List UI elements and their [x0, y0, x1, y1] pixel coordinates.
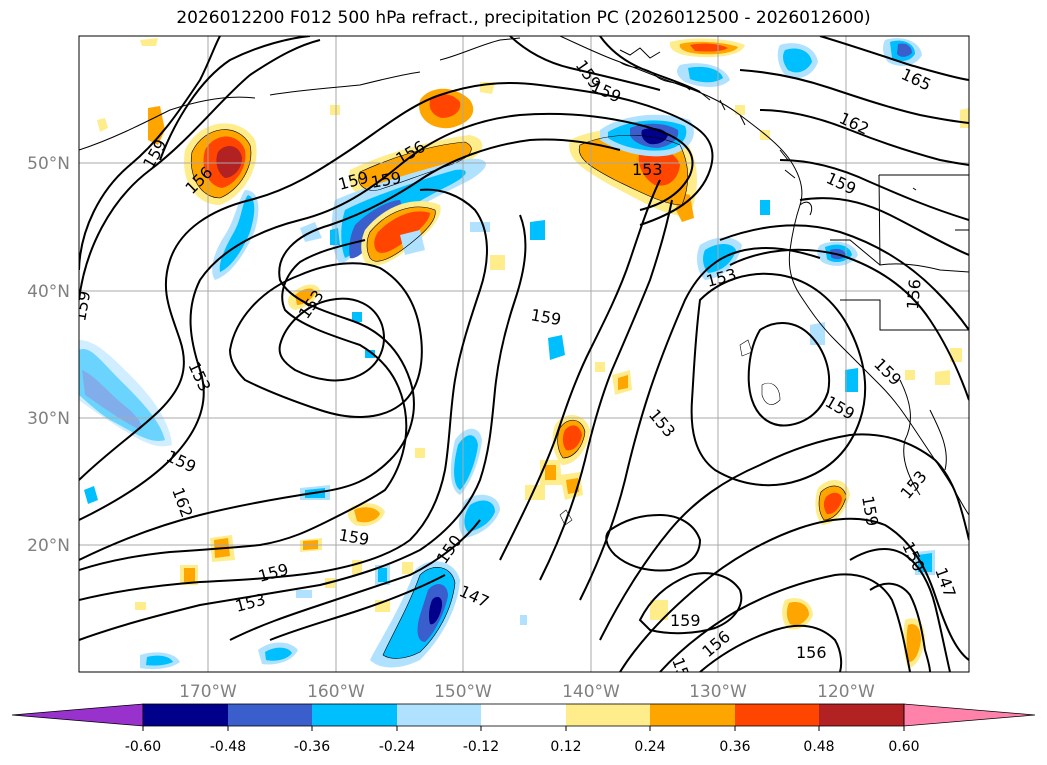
colorbar-segment [735, 704, 819, 726]
colorbar-segment [397, 704, 481, 726]
colorbar: -0.60 -0.48 -0.36 -0.24 -0.12 0.12 0.24 … [11, 703, 1036, 755]
colorbar-tick-label: -0.48 [210, 739, 246, 755]
coastlines [79, 36, 969, 516]
colorbar-segment [481, 704, 566, 726]
contour-label: 15 [668, 655, 693, 681]
lat-label: 30°N [27, 409, 70, 429]
lat-label: 20°N [27, 536, 70, 556]
lat-label: 40°N [27, 282, 70, 302]
colorbar-tick-label: 0.12 [550, 739, 581, 755]
refractivity-contours [79, 36, 969, 672]
colorbar-tick-label: 0.36 [719, 739, 750, 755]
longitude-labels: 170°W 160°W 150°W 140°W 130°W 120°W [179, 682, 875, 702]
colorbar-segment [312, 704, 397, 726]
colorbar-tick-label: -0.36 [294, 739, 330, 755]
lon-label: 130°W [689, 682, 747, 702]
lon-label: 140°W [562, 682, 620, 702]
lon-label: 150°W [434, 682, 492, 702]
lon-label: 170°W [179, 682, 237, 702]
colorbar-segment [143, 704, 228, 726]
contour-label: 156 [903, 278, 925, 310]
colorbar-extend-high [903, 703, 1036, 727]
colorbar-tick-label: -0.12 [463, 739, 499, 755]
latitude-labels: 50°N 40°N 30°N 20°N [27, 154, 70, 556]
contour-label: 159 [670, 611, 701, 630]
colorbar-segment [228, 704, 312, 726]
colorbar-tick-label: -0.24 [379, 739, 415, 755]
plot-frame [78, 35, 970, 673]
colorbar-tick-label: 0.24 [634, 739, 665, 755]
lat-label: 50°N [27, 154, 70, 174]
colorbar-segment [819, 704, 904, 726]
contour-label: 153 [632, 160, 663, 179]
colorbar-extend-low [11, 703, 144, 727]
colorbar-tick-label: 0.60 [888, 739, 919, 755]
lon-label: 160°W [307, 682, 365, 702]
colorbar-segment [566, 704, 650, 726]
map-title: 2026012200 F012 500 hPa refract., precip… [176, 8, 871, 28]
colorbar-tick-label: 0.48 [803, 739, 834, 755]
precipitation-fills [79, 38, 969, 670]
colorbar-segment [650, 704, 735, 726]
contour-label: 156 [796, 643, 827, 662]
lon-label: 120°W [817, 682, 875, 702]
graticule [79, 36, 969, 672]
colorbar-tick-label: -0.60 [125, 739, 161, 755]
